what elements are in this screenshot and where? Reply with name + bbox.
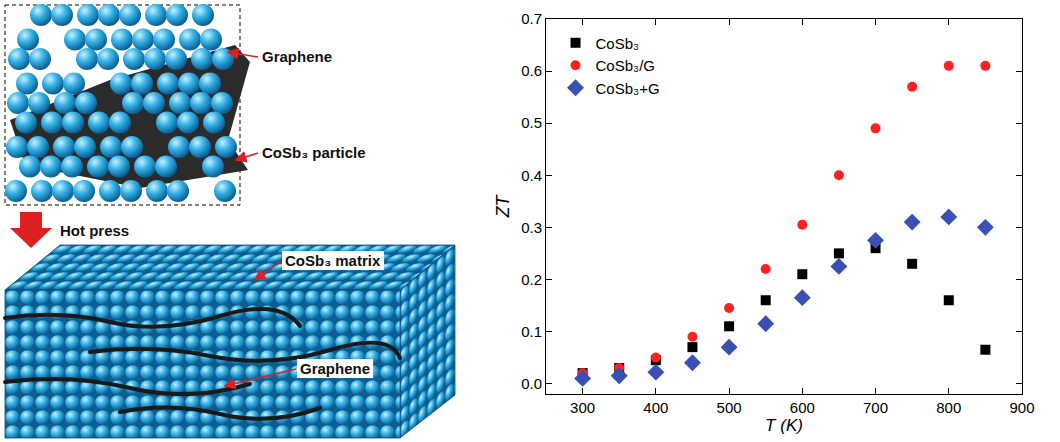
svg-text:300: 300 xyxy=(570,399,595,416)
svg-text:T (K): T (K) xyxy=(765,416,803,435)
svg-text:800: 800 xyxy=(936,399,961,416)
svg-text:CoSb₃+G: CoSb₃+G xyxy=(596,80,660,97)
svg-text:0.1: 0.1 xyxy=(521,323,542,340)
svg-text:900: 900 xyxy=(1009,399,1034,416)
svg-text:0.7: 0.7 xyxy=(521,10,542,27)
svg-text:CoSb₃ matrix: CoSb₃ matrix xyxy=(285,252,381,269)
svg-text:0.3: 0.3 xyxy=(521,219,542,236)
svg-text:700: 700 xyxy=(863,399,888,416)
svg-text:CoSb₃: CoSb₃ xyxy=(596,35,640,52)
svg-text:0.6: 0.6 xyxy=(521,62,542,79)
svg-text:0.2: 0.2 xyxy=(521,271,542,288)
svg-text:CoSb₃/G: CoSb₃/G xyxy=(596,57,655,74)
svg-text:CoSb₃ particle: CoSb₃ particle xyxy=(262,144,366,161)
svg-text:400: 400 xyxy=(643,399,668,416)
svg-text:500: 500 xyxy=(717,399,742,416)
svg-text:Graphene: Graphene xyxy=(300,360,370,377)
svg-text:0.5: 0.5 xyxy=(521,114,542,131)
svg-text:Hot press: Hot press xyxy=(60,222,129,239)
svg-text:0.0: 0.0 xyxy=(521,375,542,392)
svg-text:ZT: ZT xyxy=(493,194,513,219)
svg-text:Graphene: Graphene xyxy=(262,48,332,65)
svg-text:600: 600 xyxy=(790,399,815,416)
svg-text:0.4: 0.4 xyxy=(521,167,542,184)
